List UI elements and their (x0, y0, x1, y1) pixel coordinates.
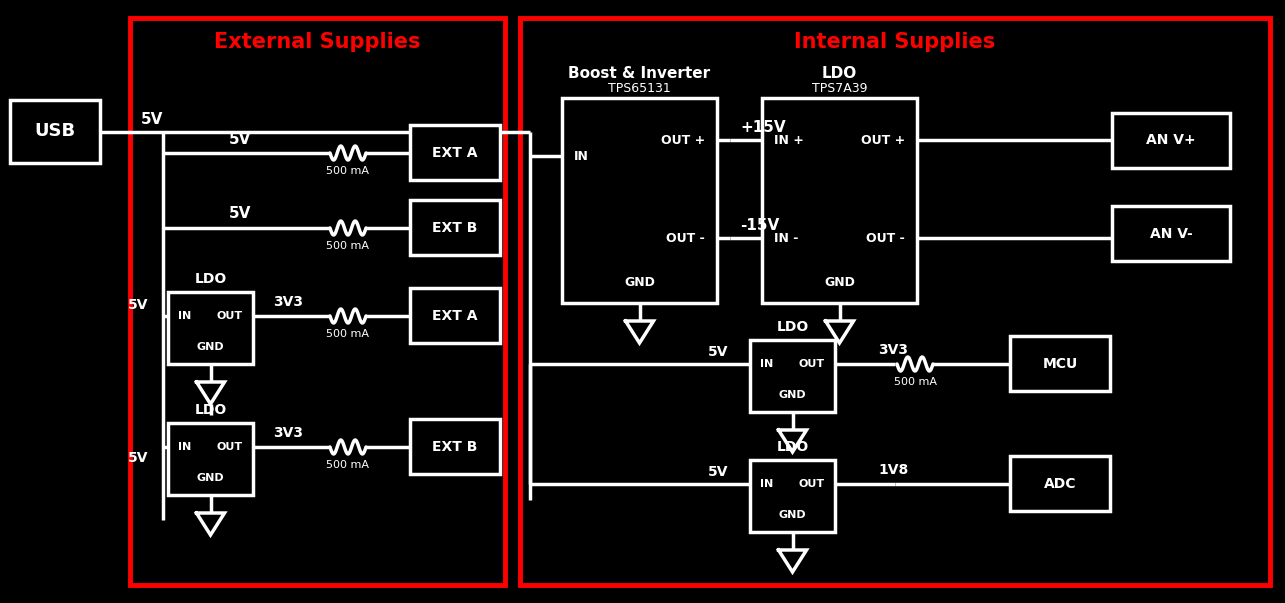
Text: TPS65131: TPS65131 (608, 81, 671, 95)
Text: EXT B: EXT B (432, 440, 478, 454)
Text: EXT A: EXT A (432, 309, 478, 323)
Text: IN -: IN - (774, 232, 798, 244)
Text: OUT: OUT (799, 479, 825, 489)
Text: 5V: 5V (708, 345, 729, 359)
Text: MCU: MCU (1042, 357, 1078, 371)
Bar (410, 125, 500, 180)
Bar (1010, 336, 1110, 391)
Text: LDO: LDO (822, 66, 857, 80)
Text: USB: USB (35, 122, 76, 140)
Bar (168, 292, 253, 364)
Text: GND: GND (779, 510, 806, 520)
Text: AN V+: AN V+ (1146, 133, 1196, 148)
Text: EXT A: EXT A (432, 146, 478, 160)
Bar (1010, 456, 1110, 511)
Text: External Supplies: External Supplies (215, 32, 420, 52)
Bar (410, 200, 500, 255)
Text: LDO: LDO (194, 272, 226, 286)
Bar (1112, 113, 1230, 168)
Text: GND: GND (824, 277, 855, 289)
Text: 500 mA: 500 mA (326, 460, 370, 470)
Text: GND: GND (625, 277, 655, 289)
Text: Internal Supplies: Internal Supplies (794, 32, 996, 52)
Bar (1112, 206, 1230, 261)
Text: 5V: 5V (127, 451, 148, 465)
Text: OUT: OUT (799, 359, 825, 369)
Text: GND: GND (779, 390, 806, 400)
Text: IN: IN (759, 479, 774, 489)
Text: 5V: 5V (229, 206, 251, 221)
Text: 3V3: 3V3 (272, 426, 303, 440)
Bar (750, 460, 835, 532)
Bar (130, 18, 505, 585)
Text: Boost & Inverter: Boost & Inverter (568, 66, 711, 80)
Text: ADC: ADC (1043, 477, 1077, 491)
Text: LDO: LDO (776, 440, 808, 454)
Text: 500 mA: 500 mA (326, 166, 370, 176)
Bar (562, 98, 717, 303)
Text: 5V: 5V (708, 465, 729, 479)
Text: 5V: 5V (229, 131, 251, 147)
Text: EXT B: EXT B (432, 221, 478, 235)
Text: +15V: +15V (740, 121, 785, 136)
Bar (762, 98, 917, 303)
Text: OUT -: OUT - (666, 232, 705, 244)
Text: IN: IN (179, 442, 191, 452)
Bar (520, 18, 1270, 585)
Text: -15V: -15V (740, 218, 779, 233)
Bar (410, 288, 500, 343)
Text: OUT -: OUT - (866, 232, 905, 244)
Text: 3V3: 3V3 (878, 343, 908, 357)
Text: IN +: IN + (774, 133, 804, 147)
Text: OUT: OUT (217, 311, 243, 321)
Text: OUT +: OUT + (660, 133, 705, 147)
Text: 3V3: 3V3 (272, 295, 303, 309)
Text: LDO: LDO (776, 320, 808, 334)
Text: TPS7A39: TPS7A39 (812, 81, 867, 95)
Text: LDO: LDO (194, 403, 226, 417)
Text: OUT +: OUT + (861, 133, 905, 147)
Bar (10, 100, 100, 163)
Text: IN: IN (574, 150, 589, 162)
Text: 500 mA: 500 mA (326, 329, 370, 339)
Text: 500 mA: 500 mA (893, 377, 937, 387)
Text: IN: IN (759, 359, 774, 369)
Text: GND: GND (197, 473, 225, 483)
Text: AN V-: AN V- (1150, 227, 1192, 241)
Text: IN: IN (179, 311, 191, 321)
Bar (750, 340, 835, 412)
Bar (410, 419, 500, 474)
Text: 1V8: 1V8 (878, 463, 908, 477)
Text: 5V: 5V (127, 298, 148, 312)
Text: OUT: OUT (217, 442, 243, 452)
Text: GND: GND (197, 342, 225, 352)
Text: 5V: 5V (141, 112, 163, 127)
Text: 500 mA: 500 mA (326, 241, 370, 251)
Bar (168, 423, 253, 495)
